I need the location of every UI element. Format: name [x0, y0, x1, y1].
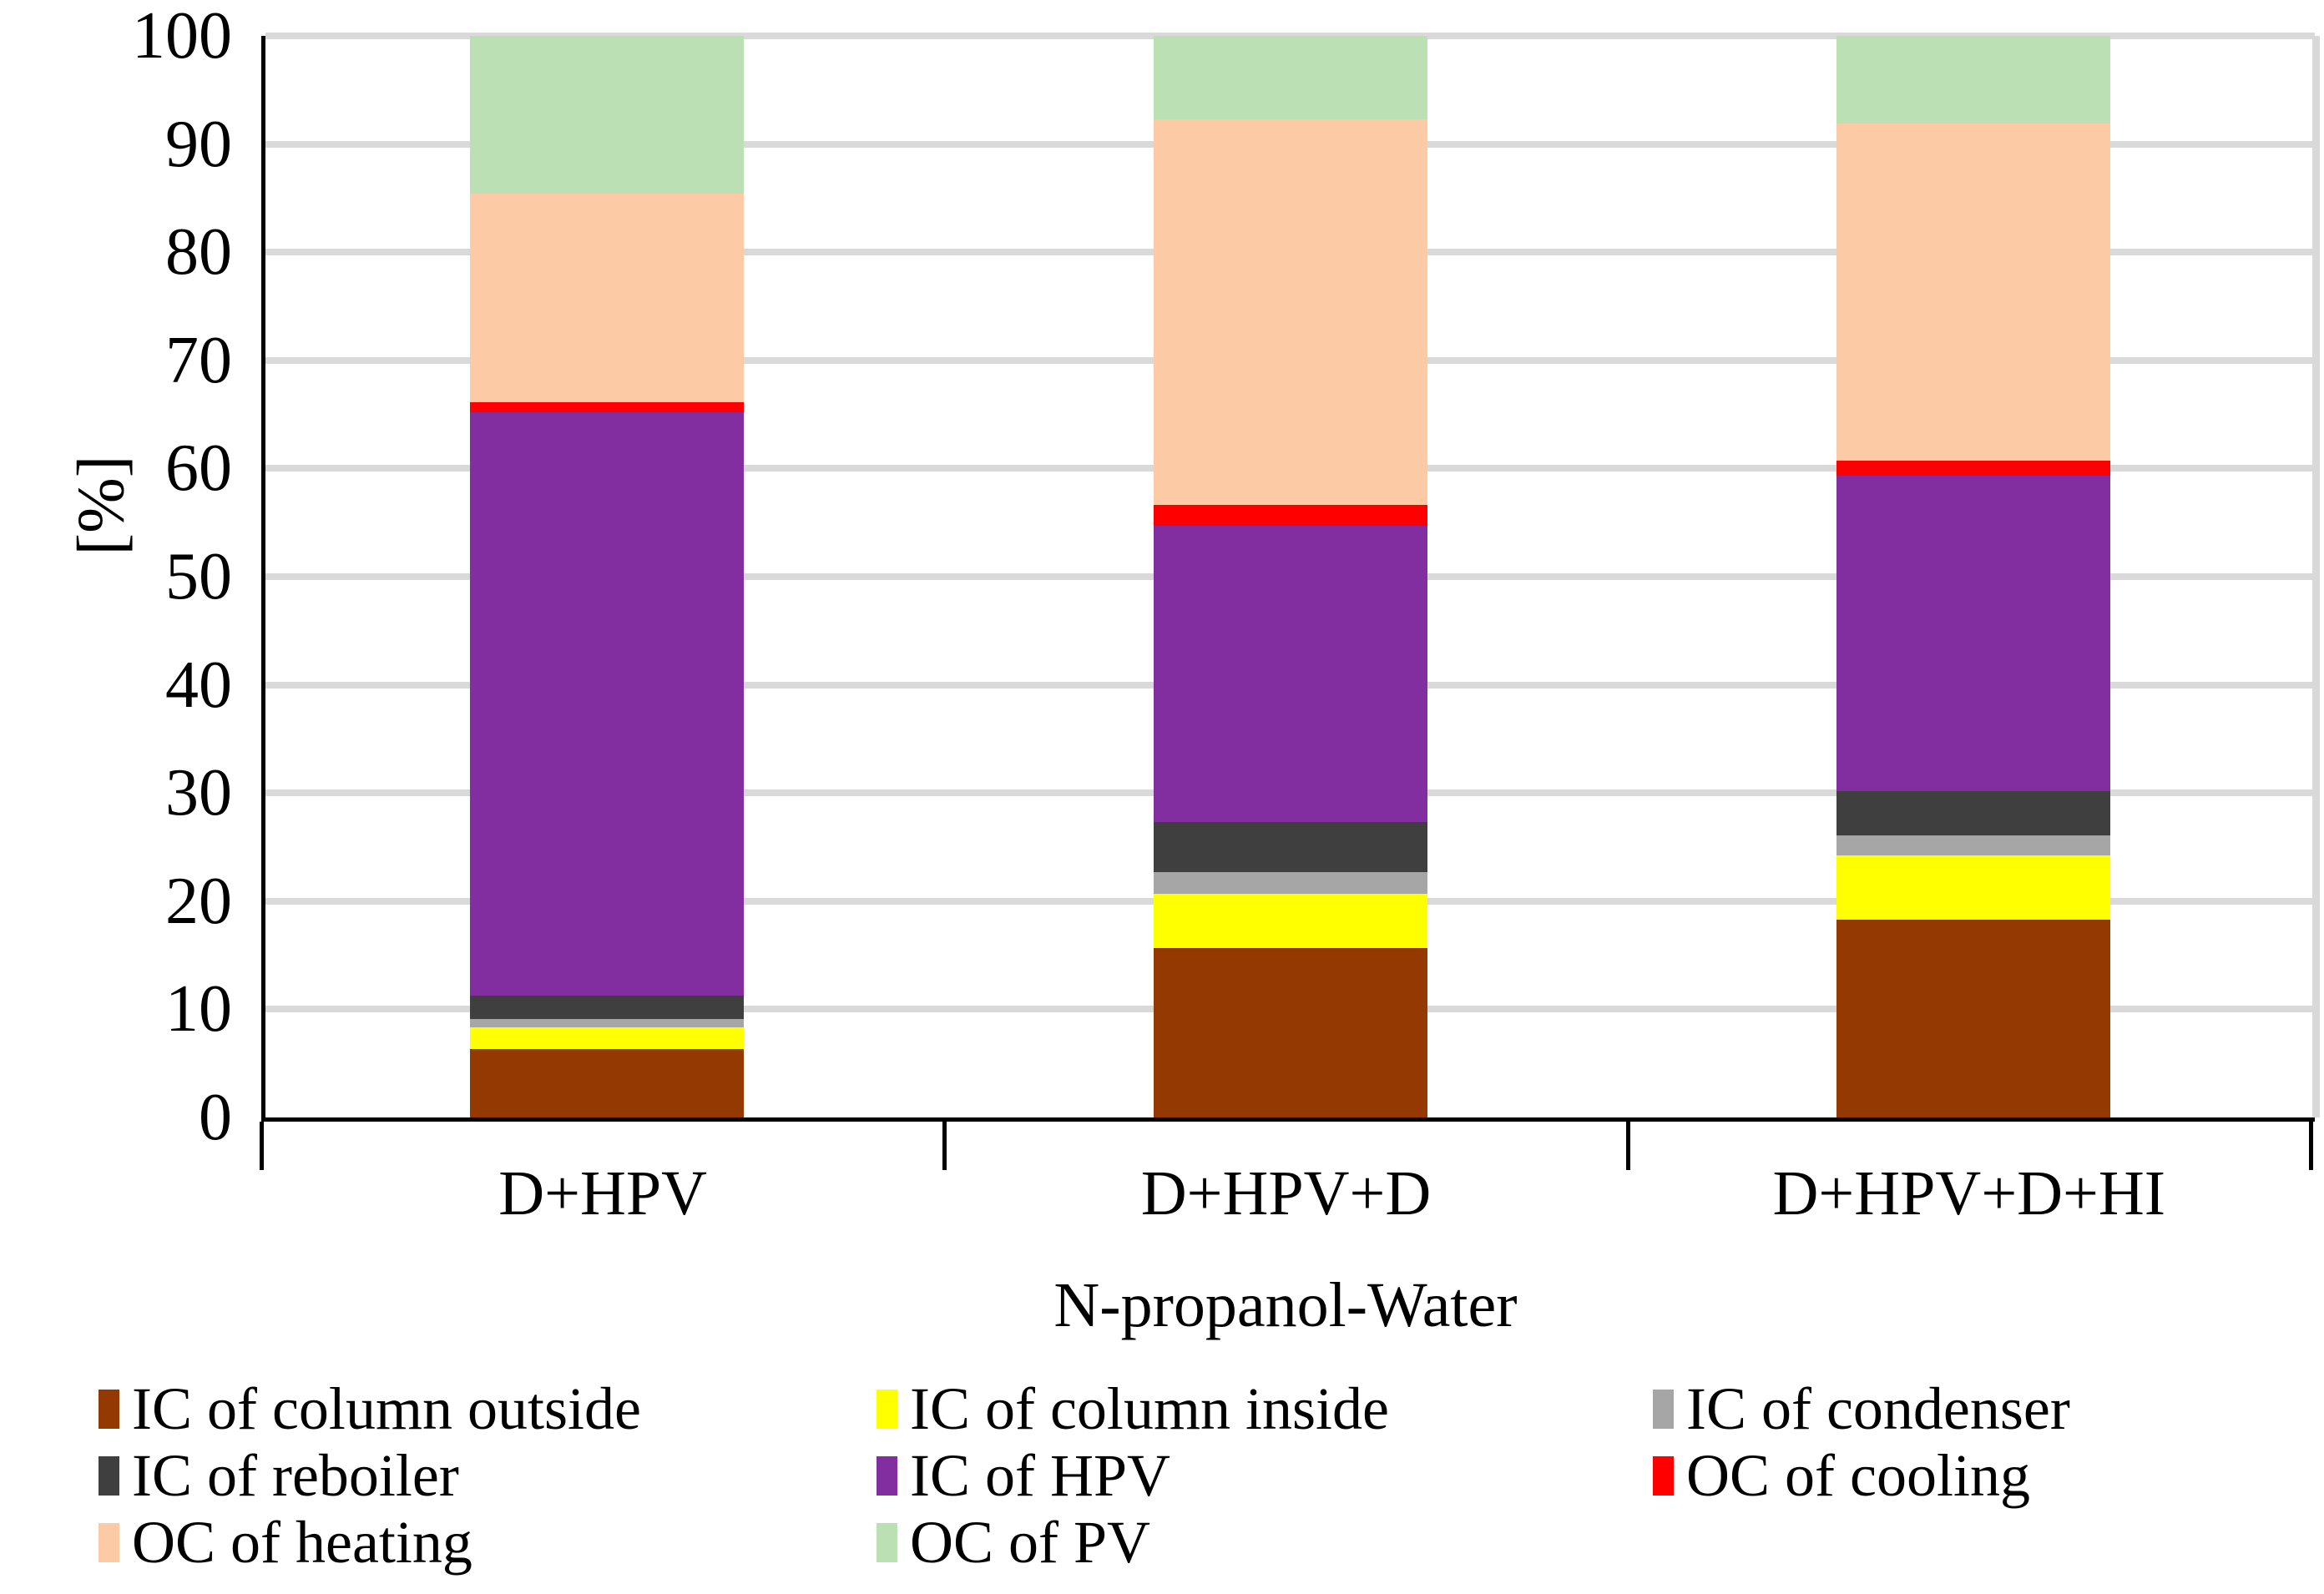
category-axis-tick: [2309, 1122, 2313, 1170]
category-axis-tick: [942, 1122, 947, 1170]
category-axis-tick: [1625, 1122, 1630, 1170]
legend-item: IC of condenser: [1653, 1377, 2070, 1440]
y-tick-label: 90: [165, 107, 232, 181]
legend-label: OC of PV: [910, 1509, 1151, 1576]
x-axis-title: N-propanol-Water: [1053, 1270, 1518, 1340]
legend-item: IC of HPV: [877, 1444, 1170, 1507]
plot-right-border: [2312, 36, 2320, 1117]
legend-item: IC of column inside: [877, 1377, 1389, 1440]
bar-segment: [1153, 505, 1427, 527]
legend-item: OC of cooling: [1653, 1444, 2030, 1507]
legend-item: OC of PV: [877, 1511, 1150, 1574]
gridline-100: [265, 33, 2315, 39]
legend-label: IC of condenser: [1686, 1375, 2070, 1442]
y-tick-label: 10: [165, 972, 232, 1047]
bar-segment: [470, 1027, 745, 1050]
y-tick-label: 40: [165, 648, 232, 722]
legend-swatch: [99, 1455, 119, 1496]
bar-segment: [470, 412, 745, 996]
legend-swatch: [99, 1522, 119, 1562]
y-tick-label: 80: [165, 215, 232, 290]
legend-label: IC of reboiler: [132, 1442, 459, 1509]
bar-segment: [1153, 822, 1427, 872]
legend-swatch: [1653, 1455, 1674, 1496]
y-tick-label: 100: [132, 0, 232, 73]
legend-swatch: [877, 1389, 897, 1429]
bar-segment: [1836, 476, 2110, 791]
y-tick-label: 70: [165, 323, 232, 397]
legend-swatch: [877, 1522, 897, 1562]
bar-segment: [1836, 790, 2110, 835]
bar-segment: [470, 995, 745, 1020]
legend-label: IC of column outside: [132, 1375, 641, 1442]
bar-segment: [1153, 119, 1427, 506]
bar-segment: [470, 1019, 745, 1028]
legend-label: IC of HPV: [910, 1442, 1171, 1509]
bar-segment: [1153, 893, 1427, 948]
bar-segment: [1836, 123, 2110, 462]
legend-label: IC of column inside: [910, 1375, 1389, 1442]
y-tick-label: 30: [165, 756, 232, 830]
bar-segment: [470, 36, 745, 194]
category-axis-tick: [260, 1122, 264, 1170]
bar-segment: [1836, 835, 2110, 856]
bar-segment: [1153, 947, 1427, 1117]
legend-item: IC of reboiler: [99, 1444, 459, 1507]
bar-segment: [1836, 919, 2110, 1117]
plot-area: [261, 33, 2320, 1122]
bar-segment: [1836, 36, 2110, 124]
legend-item: IC of column outside: [99, 1377, 641, 1440]
bar-segment: [1836, 461, 2110, 477]
bar-segment: [470, 402, 745, 413]
bar-segment: [1153, 871, 1427, 894]
y-tick-label: 20: [165, 864, 232, 938]
y-tick-label: 50: [165, 540, 232, 613]
legend-swatch: [99, 1389, 119, 1429]
bar-segment: [470, 194, 745, 403]
bar-segment: [1153, 526, 1427, 823]
bar-segment: [470, 1049, 745, 1117]
legend-swatch: [1653, 1389, 1674, 1429]
y-tick-label: 60: [165, 431, 232, 506]
y-tick-label: 0: [199, 1081, 232, 1154]
bar-segment: [1153, 36, 1427, 119]
legend-label: OC of heating: [132, 1509, 472, 1576]
x-category-label: D+HPV: [498, 1158, 708, 1228]
legend-label: OC of cooling: [1686, 1442, 2030, 1509]
legend-item: OC of heating: [99, 1511, 472, 1574]
x-category-label: D+HPV+D: [1140, 1158, 1432, 1228]
x-category-label: D+HPV+D+HI: [1772, 1158, 2166, 1228]
legend-swatch: [877, 1455, 897, 1496]
bar-segment: [1836, 855, 2110, 920]
